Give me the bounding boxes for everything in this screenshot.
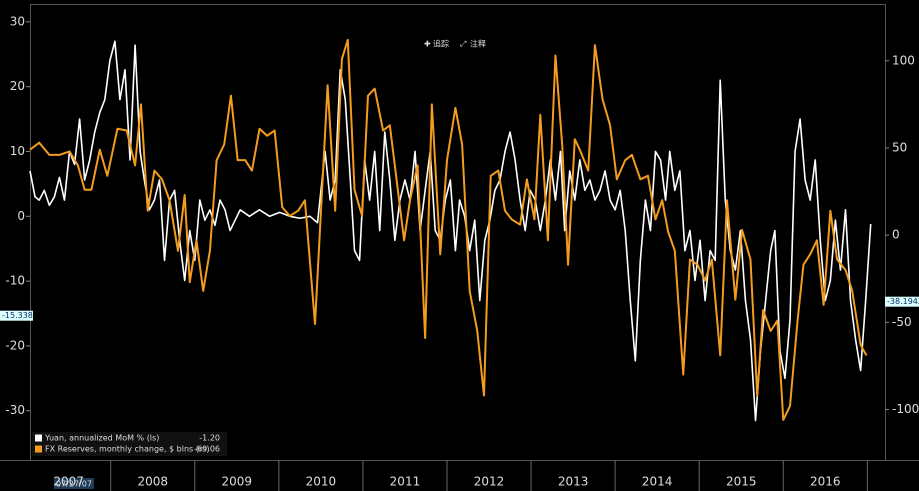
x-tick-label: 2016 — [810, 475, 841, 489]
legend-box — [32, 432, 227, 456]
y-tick-label: 0 — [17, 209, 25, 223]
legend-label: Yuan, annualized MoM % (ls) — [44, 434, 159, 443]
legend-swatch — [35, 445, 42, 453]
x-tick-label: 2010 — [306, 475, 337, 489]
y2-tag: -38.1943 — [887, 297, 919, 306]
x-tick-label: 2014 — [642, 475, 673, 489]
x-tick-label: 2012 — [474, 475, 505, 489]
toolbar-track[interactable]: 追踪 — [433, 39, 449, 49]
legend-label: FX Reserves, monthly change, $ blns (rs) — [45, 445, 209, 454]
y2-tick-label: -100 — [892, 402, 919, 416]
series-line — [29, 40, 872, 422]
x-tick-label: 2008 — [137, 475, 168, 489]
x-tick-label: 2013 — [558, 475, 589, 489]
y-tag: -15.338 — [2, 311, 33, 320]
start-date-box — [54, 478, 94, 489]
y-tick-label: 20 — [10, 79, 25, 93]
y-tick-label: 10 — [10, 144, 25, 158]
legend-swatch — [35, 434, 42, 442]
legend-value: -1.20 — [199, 434, 220, 443]
y-tick-label: -20 — [5, 338, 25, 352]
y-tag-box — [0, 310, 33, 321]
series-line — [29, 38, 868, 421]
start-date: 07/27/07 — [56, 480, 92, 489]
y2-tick-label: 100 — [892, 53, 915, 67]
x-tick-label: 2007 — [53, 475, 84, 489]
y-tick-label: -10 — [5, 274, 25, 288]
y2-tick-label: 50 — [892, 140, 907, 154]
x-tick-label: 2015 — [726, 475, 757, 489]
toolbar-icon: ✚ — [424, 40, 431, 49]
x-tick-label: 2009 — [222, 475, 253, 489]
toolbar-icon: ⤢ — [459, 40, 466, 49]
y2-tag-box — [885, 296, 919, 307]
y2-tick-label: 0 — [892, 228, 900, 242]
x-tick-label: 2011 — [390, 475, 421, 489]
toolbar: ✚ 追踪 ⤢ 注释 — [424, 39, 486, 49]
toolbar-annotate[interactable]: 注释 — [470, 39, 486, 49]
legend-value: -69.06 — [194, 445, 220, 454]
y-tick-label: 30 — [10, 14, 25, 28]
y-tick-label: -30 — [5, 403, 25, 417]
y2-tick-label: -50 — [892, 315, 912, 329]
